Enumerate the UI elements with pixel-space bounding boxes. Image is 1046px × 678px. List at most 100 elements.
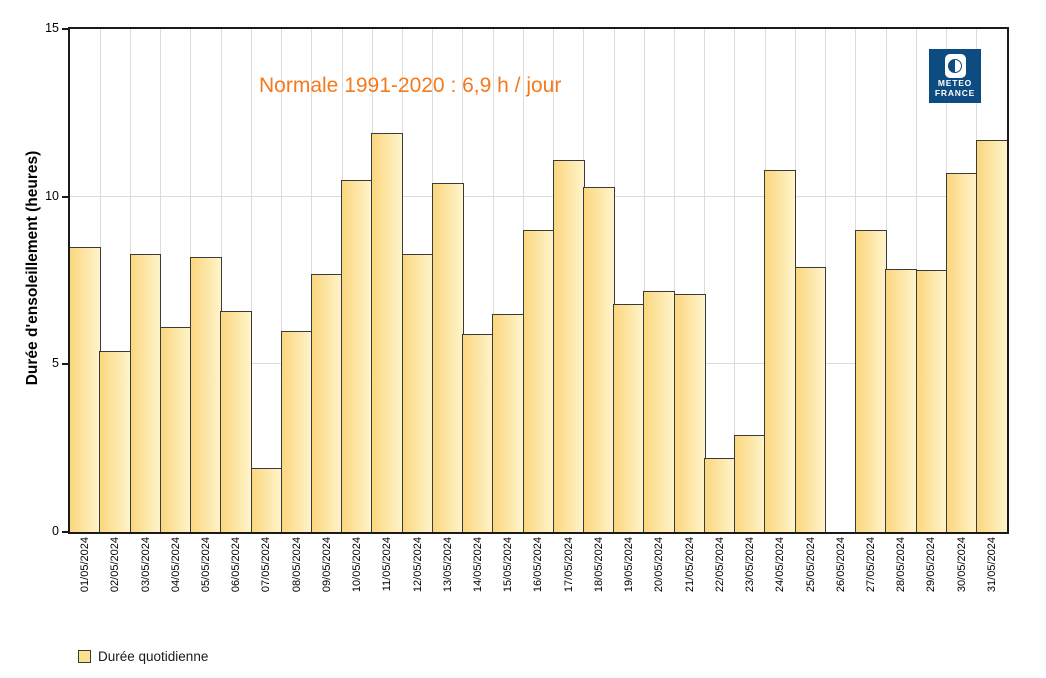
x-tick-label-text: 07/05/2024 (260, 537, 273, 593)
x-tick-label: 04/05/2024 (161, 537, 191, 617)
y-tick-label: 10 (45, 188, 59, 203)
bar (915, 270, 948, 532)
y-tick-label: 0 (52, 524, 59, 538)
bar (190, 257, 222, 532)
bar (280, 330, 313, 532)
x-tick-label: 23/05/2024 (735, 537, 765, 617)
x-tick-label: 19/05/2024 (614, 537, 644, 617)
bar (129, 253, 162, 532)
y-axis-title: Durée d'ensoleillement (heures) (24, 150, 41, 386)
x-tick-label: 12/05/2024 (402, 537, 432, 617)
x-tick-label: 06/05/2024 (221, 537, 251, 617)
meteo-france-moon-icon (944, 54, 966, 78)
x-tick-label: 24/05/2024 (765, 537, 795, 617)
x-tick-label: 29/05/2024 (916, 537, 946, 617)
x-tick-label-text: 14/05/2024 (472, 537, 485, 593)
y-tick (62, 195, 69, 198)
x-tick-label: 27/05/2024 (856, 537, 886, 617)
x-tick-label: 05/05/2024 (191, 537, 221, 617)
bar (311, 273, 343, 532)
legend-label: Durée quotidienne (98, 649, 209, 664)
x-tick-label-text: 23/05/2024 (744, 537, 757, 593)
bar (703, 458, 736, 532)
gridline-vertical (674, 29, 676, 532)
x-tick-label-text: 12/05/2024 (411, 537, 424, 593)
x-tick-label: 14/05/2024 (463, 537, 493, 617)
x-tick-label-text: 27/05/2024 (864, 537, 877, 593)
x-tick-label-text: 25/05/2024 (804, 537, 817, 593)
x-tick-label: 08/05/2024 (282, 537, 312, 617)
y-tick (62, 28, 69, 30)
x-tick-label: 25/05/2024 (795, 537, 825, 617)
x-tick-label: 11/05/2024 (372, 537, 402, 617)
x-tick-label-text: 13/05/2024 (441, 537, 454, 593)
bar (250, 468, 283, 532)
logo-line1: METEO (937, 78, 973, 88)
bar (401, 253, 434, 532)
x-tick-label: 22/05/2024 (705, 537, 735, 617)
x-tick-label: 13/05/2024 (433, 537, 463, 617)
bar (885, 268, 918, 532)
gridline-vertical (704, 29, 706, 532)
bar (734, 434, 766, 532)
x-tick-label-text: 19/05/2024 (623, 537, 636, 593)
bar (70, 246, 102, 532)
x-tick-label-text: 29/05/2024 (925, 537, 938, 593)
x-tick-label: 21/05/2024 (675, 537, 705, 617)
x-tick-label-text: 08/05/2024 (290, 537, 303, 593)
gridline-vertical (643, 29, 645, 532)
x-tick-label-text: 09/05/2024 (320, 537, 333, 593)
x-tick-label-text: 21/05/2024 (683, 537, 696, 593)
x-tick-label: 07/05/2024 (251, 537, 281, 617)
gridline-vertical (734, 29, 736, 532)
logo-line2: FRANCE (934, 88, 976, 98)
x-tick-label: 01/05/2024 (70, 537, 100, 617)
x-tick-label-text: 01/05/2024 (79, 537, 92, 593)
bar (643, 290, 676, 532)
gridline-vertical (281, 29, 283, 532)
bar (552, 159, 585, 532)
x-tick-label: 26/05/2024 (826, 537, 856, 617)
x-tick-label-text: 28/05/2024 (895, 537, 908, 593)
x-tick-label-text: 17/05/2024 (562, 537, 575, 593)
bar (431, 183, 464, 532)
x-tick-label: 17/05/2024 (554, 537, 584, 617)
meteo-france-logo: METEO FRANCE (929, 49, 981, 103)
gridline-horizontal (70, 195, 1007, 197)
x-tick-label-text: 11/05/2024 (381, 537, 394, 592)
bar (220, 310, 253, 532)
x-tick-label-text: 06/05/2024 (230, 537, 243, 593)
legend-swatch-icon (78, 650, 91, 663)
x-tick-label-text: 02/05/2024 (109, 537, 122, 593)
legend: Durée quotidienne (78, 649, 208, 664)
x-tick-label: 28/05/2024 (886, 537, 916, 617)
bar (99, 350, 132, 532)
bar (794, 267, 827, 532)
bar (159, 327, 192, 532)
bar (341, 179, 374, 532)
gridline-vertical (492, 29, 494, 532)
moon-glyph (948, 59, 962, 73)
x-tick-label-text: 16/05/2024 (532, 537, 545, 593)
x-tick-label: 18/05/2024 (584, 537, 614, 617)
x-tick-label-text: 24/05/2024 (774, 537, 787, 593)
x-tick-label-text: 10/05/2024 (351, 537, 364, 593)
y-tick (62, 363, 69, 366)
x-tick-label-text: 31/05/2024 (985, 537, 998, 593)
x-tick-label: 03/05/2024 (130, 537, 160, 617)
y-tick (62, 531, 69, 533)
bar (371, 132, 404, 532)
y-tick-label: 5 (52, 356, 59, 371)
bar (855, 230, 887, 532)
bar (492, 314, 525, 532)
y-tick-label: 15 (45, 21, 59, 35)
x-tick-label-text: 04/05/2024 (169, 537, 182, 593)
x-axis-labels: 01/05/2024 02/05/2024 03/05/2024 04/05/2024… (70, 537, 1007, 617)
x-tick-label-text: 30/05/2024 (955, 537, 968, 593)
bar (462, 334, 494, 532)
x-tick-label: 15/05/2024 (493, 537, 523, 617)
x-tick-label: 02/05/2024 (100, 537, 130, 617)
x-tick-label-text: 15/05/2024 (502, 537, 515, 593)
x-tick-label-text: 03/05/2024 (139, 537, 152, 593)
